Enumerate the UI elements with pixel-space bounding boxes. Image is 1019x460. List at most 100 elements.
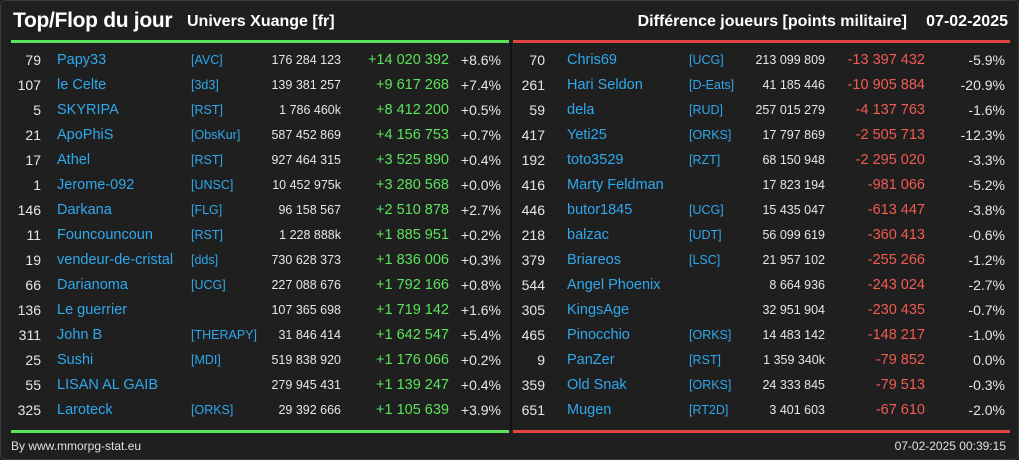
percent-change: +0.2% (460, 227, 501, 243)
player-name-link[interactable]: ApoPhiS (57, 127, 114, 143)
alliance-tag-link[interactable]: [UCG] (191, 278, 226, 292)
player-name-link[interactable]: Papy33 (57, 52, 107, 68)
flop-row: 465 Pinocchio [ORKS] 14 483 142 -148 217 -1.0… (513, 323, 1010, 348)
player-points: 24 333 845 (762, 378, 825, 392)
alliance-tag-link[interactable]: [UNSC] (191, 178, 234, 192)
flop-row: 359 Old Snak [ORKS] 24 333 845 -79 513 -0.3% (513, 373, 1010, 398)
player-name-link[interactable]: balzac (567, 227, 609, 243)
alliance-tag-link[interactable]: [3d3] (191, 78, 219, 92)
alliance-tag-link[interactable]: [ORKS] (191, 403, 234, 417)
player-name-link[interactable]: Jerome-092 (57, 177, 135, 193)
player-name-link[interactable]: dela (567, 102, 595, 118)
top-row: 136 Le guerrier 107 365 698 +1 719 142 +1.6% (11, 298, 509, 323)
alliance-tag-link[interactable]: [RST] (191, 228, 223, 242)
alliance-tag-link[interactable]: [UDT] (689, 228, 722, 242)
player-name-link[interactable]: Yeti25 (567, 127, 607, 143)
points-difference: -2 505 713 (855, 127, 925, 143)
player-name-link[interactable]: Chris69 (567, 52, 617, 68)
alliance-tag-link[interactable]: [RST] (689, 353, 721, 367)
alliance-tag-link[interactable]: [LSC] (689, 253, 721, 267)
player-rank: 55 (25, 377, 41, 393)
top-row: 146 Darkana [FLG] 96 158 567 +2 510 878 +2.7% (11, 198, 509, 223)
alliance-tag-link[interactable]: [MDI] (191, 353, 221, 367)
source-credit: By www.mmorpg-stat.eu (11, 439, 142, 453)
player-name-link[interactable]: Laroteck (57, 402, 113, 418)
percent-change: +0.0% (460, 177, 501, 193)
alliance-tag-link[interactable]: [RZT] (689, 153, 721, 167)
flop-row: 218 balzac [UDT] 56 099 619 -360 413 -0.6% (513, 223, 1010, 248)
player-points: 176 284 123 (271, 53, 341, 67)
alliance-tag-link[interactable]: [FLG] (191, 203, 223, 217)
player-name-link[interactable]: PanZer (567, 352, 615, 368)
alliance-tag-link[interactable]: [D-Eats] (689, 78, 735, 92)
player-name-link[interactable]: John B (57, 327, 103, 343)
points-difference: -4 137 763 (855, 102, 925, 118)
points-difference: +1 105 639 (376, 402, 449, 418)
player-points: 1 786 460k (279, 103, 341, 117)
player-rank: 544 (521, 277, 545, 293)
percent-change: -0.3% (968, 377, 1005, 393)
alliance-tag-link[interactable]: [RST] (191, 153, 223, 167)
player-name-link[interactable]: Athel (57, 152, 91, 168)
alliance-tag-link[interactable]: [RST] (191, 103, 223, 117)
player-points: 68 150 948 (762, 153, 825, 167)
percent-change: -5.2% (968, 177, 1005, 193)
player-name-link[interactable]: Angel Phoenix (567, 277, 661, 293)
player-name-link[interactable]: toto3529 (567, 152, 624, 168)
player-name-link[interactable]: Le guerrier (57, 302, 128, 318)
player-rank: 19 (25, 252, 41, 268)
percent-change: +0.8% (460, 277, 501, 293)
percent-change: -1.0% (968, 327, 1005, 343)
player-name-link[interactable]: Mugen (567, 402, 612, 418)
alliance-tag-link[interactable]: [UCG] (689, 53, 724, 67)
top-row: 325 Laroteck [ORKS] 29 392 666 +1 105 639 +3.… (11, 398, 509, 423)
percent-change: -3.3% (968, 152, 1005, 168)
alliance-tag-link[interactable]: [ORKS] (689, 128, 732, 142)
player-name-link[interactable]: Old Snak (567, 377, 627, 393)
player-name-link[interactable]: Darkana (57, 202, 112, 218)
player-name-link[interactable]: LISAN AL GAIB (57, 377, 159, 393)
player-points: 519 838 920 (271, 353, 341, 367)
player-name-link[interactable]: le Celte (57, 77, 107, 93)
player-name-link[interactable]: Founcouncoun (57, 227, 153, 243)
player-name-link[interactable]: Marty Feldman (567, 177, 664, 193)
player-points: 15 435 047 (762, 203, 825, 217)
percent-change: +0.7% (460, 127, 501, 143)
alliance-tag-link[interactable]: [RT2D] (689, 403, 729, 417)
alliance-tag-link[interactable]: [ORKS] (689, 328, 732, 342)
alliance-tag-link[interactable]: [RUD] (689, 103, 724, 117)
player-name-link[interactable]: Hari Seldon (567, 77, 643, 93)
player-rank: 146 (17, 202, 41, 218)
alliance-tag-link[interactable]: [THERAPY] (191, 328, 257, 342)
percent-change: -2.7% (968, 277, 1005, 293)
percent-change: +7.4% (460, 77, 501, 93)
player-rank: 261 (521, 77, 545, 93)
player-name-link[interactable]: SKYRIPA (57, 102, 119, 118)
player-name-link[interactable]: KingsAge (567, 302, 630, 318)
player-rank: 70 (529, 52, 545, 68)
player-name-link[interactable]: Darianoma (57, 277, 128, 293)
player-points: 730 628 373 (271, 253, 341, 267)
player-name-link[interactable]: Sushi (57, 352, 94, 368)
alliance-tag-link[interactable]: [dds] (191, 253, 219, 267)
player-name-link[interactable]: vendeur-de-cristal (57, 252, 174, 268)
player-rank: 218 (521, 227, 545, 243)
alliance-tag-link[interactable]: [ORKS] (689, 378, 732, 392)
universe-label: Univers Xuange [fr] (187, 13, 335, 30)
player-points: 96 158 567 (278, 203, 341, 217)
alliance-tag-link[interactable]: [AVC] (191, 53, 223, 67)
player-points: 107 365 698 (271, 303, 341, 317)
alliance-tag-link[interactable]: [UCG] (689, 203, 724, 217)
alliance-tag-link[interactable]: [ObsKur] (191, 128, 241, 142)
player-rank: 465 (521, 327, 545, 343)
player-name-link[interactable]: Briareos (567, 252, 621, 268)
player-rank: 325 (17, 402, 41, 418)
player-rank: 311 (18, 327, 41, 343)
top-row: 311 John B [THERAPY] 31 846 414 +1 642 547 +5… (11, 323, 509, 348)
player-points: 257 015 279 (755, 103, 825, 117)
player-rank: 9 (537, 352, 545, 368)
player-name-link[interactable]: butor1845 (567, 202, 633, 218)
player-name-link[interactable]: Pinocchio (567, 327, 630, 343)
player-rank: 192 (521, 152, 545, 168)
